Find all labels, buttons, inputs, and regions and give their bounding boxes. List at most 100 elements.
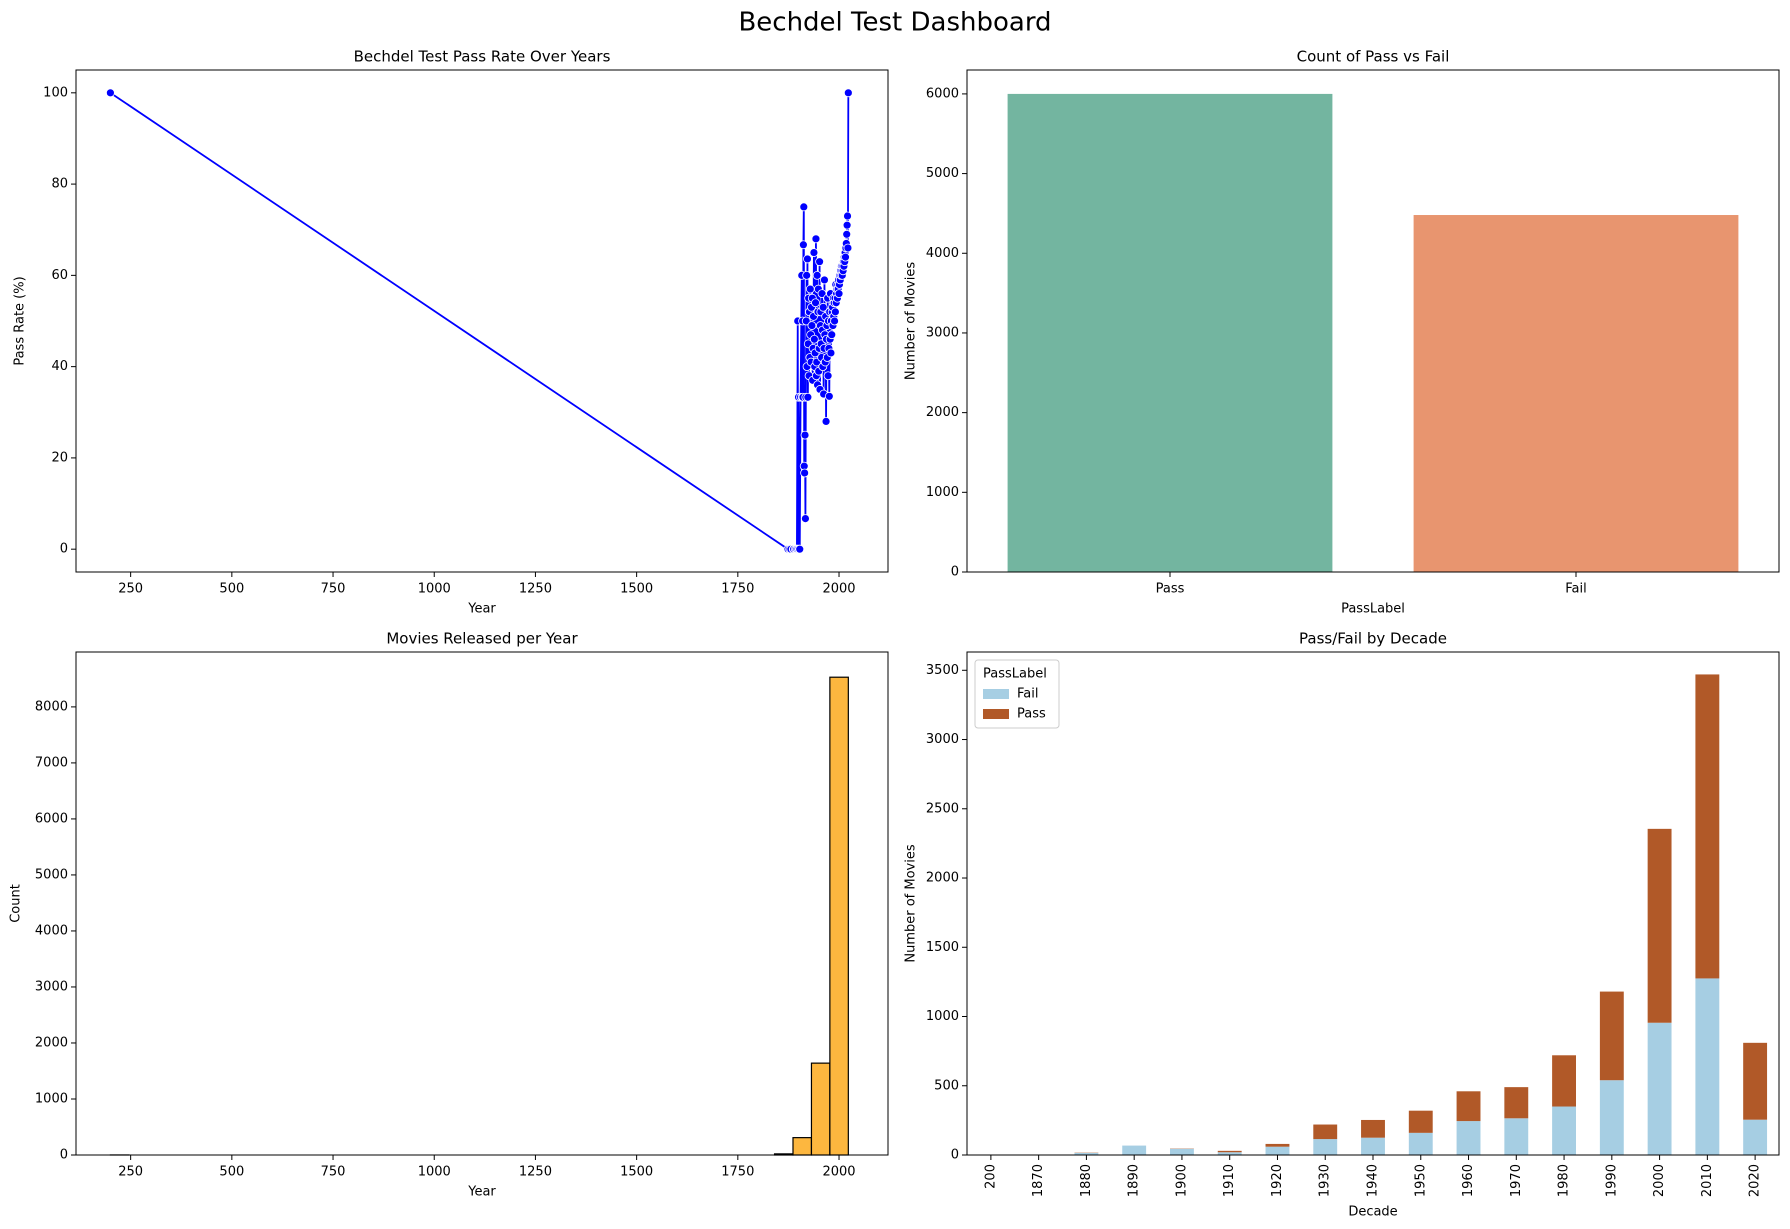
x-axis-label: Year	[467, 1185, 496, 1200]
stacked-bar	[1170, 1148, 1194, 1155]
x-tick-label: 1940	[1366, 1164, 1381, 1197]
stacked-bar	[1552, 1055, 1576, 1107]
point	[799, 202, 809, 212]
point	[807, 321, 817, 330]
point	[842, 220, 852, 230]
x-tick-label: 2000	[822, 1165, 855, 1180]
histogram-bar	[810, 1062, 831, 1156]
y-tick-label: 80	[51, 177, 68, 192]
y-tick-label: 60	[51, 268, 68, 283]
plot-frame	[75, 651, 889, 1156]
y-tick-label: 4000	[926, 246, 959, 261]
x-tick-label: 250	[118, 582, 143, 597]
y-tick-label: 6000	[35, 811, 68, 826]
x-tick-label: 1500	[620, 1165, 653, 1180]
y-tick-label: 8000	[35, 699, 68, 714]
point	[830, 316, 839, 326]
x-tick-label: 500	[219, 582, 244, 597]
point	[827, 330, 837, 340]
point	[817, 289, 827, 299]
y-tick-label: 3000	[926, 732, 959, 747]
point	[842, 229, 852, 239]
bar	[1413, 215, 1739, 572]
y-tick-label: 3500	[926, 663, 959, 678]
y-tick-label: 500	[934, 1078, 959, 1093]
y-axis-label: Number of Movies	[904, 844, 919, 962]
point	[803, 254, 812, 264]
point	[818, 302, 828, 312]
y-tick-label: 0	[60, 542, 68, 557]
stacked-bar	[1217, 1150, 1242, 1153]
chart-title: Pass/Fail by Decade	[1299, 630, 1447, 648]
stacked-bar	[1504, 1118, 1529, 1155]
stacked-bar	[1408, 1110, 1433, 1133]
point	[809, 334, 819, 344]
chart-title: Count of Pass vs Fail	[1297, 48, 1450, 66]
point	[821, 416, 831, 426]
point	[843, 88, 853, 98]
histogram-bar	[792, 1137, 813, 1156]
x-tick-label: 1250	[519, 1165, 552, 1180]
stacked-bar	[1122, 1145, 1147, 1155]
stacked-bar	[1647, 1022, 1672, 1155]
x-tick-label: 1960	[1461, 1164, 1476, 1197]
stacked-bar	[1408, 1132, 1433, 1155]
stacked-bar	[1074, 1152, 1099, 1155]
y-tick-label: 2000	[35, 1035, 68, 1050]
x-tick-label: 1750	[721, 582, 754, 597]
stacked-bar	[1552, 1106, 1576, 1155]
legend-swatch	[983, 689, 1009, 699]
y-tick-label: 5000	[926, 166, 959, 181]
x-tick-label: 750	[321, 1165, 346, 1180]
y-tick-label: 0	[951, 565, 959, 580]
x-tick-label: 1950	[1413, 1164, 1428, 1197]
point	[812, 270, 822, 280]
point	[800, 430, 810, 440]
y-tick-label: 1000	[35, 1091, 68, 1106]
y-tick-label: 6000	[926, 86, 959, 101]
stacked-bar	[1265, 1143, 1290, 1147]
chart-title: Movies Released per Year	[386, 630, 578, 648]
y-tick-label: 40	[51, 359, 68, 374]
x-tick-label: 1990	[1604, 1164, 1619, 1197]
x-tick-label: 1880	[1079, 1164, 1094, 1197]
point	[843, 211, 852, 221]
point	[841, 252, 850, 262]
stacked-bar	[1361, 1137, 1385, 1155]
x-tick-label: 1900	[1174, 1164, 1189, 1197]
y-tick-label: 0	[951, 1148, 959, 1163]
plot-frame	[75, 69, 889, 573]
x-tick-label: 1750	[721, 1165, 754, 1180]
point	[802, 270, 812, 280]
stacked-bar	[1743, 1119, 1768, 1155]
y-tick-label: 2500	[926, 801, 959, 816]
stacked-bar	[1361, 1119, 1385, 1138]
y-tick-label: 2000	[926, 405, 959, 420]
stacked-bar	[1647, 828, 1672, 1023]
x-tick-label: 1920	[1270, 1164, 1285, 1197]
point	[830, 307, 840, 317]
y-tick-label: 100	[43, 85, 68, 100]
chart-title: Bechdel Test Pass Rate Over Years	[354, 48, 611, 66]
x-tick-label: 1870	[1031, 1164, 1046, 1197]
x-tick-label: Fail	[1565, 582, 1586, 597]
y-tick-label: 4000	[35, 923, 68, 938]
point	[805, 284, 815, 294]
y-tick-label: 3000	[926, 325, 959, 340]
point	[795, 544, 805, 554]
y-tick-label: 5000	[35, 867, 68, 882]
plot-frame	[966, 651, 1780, 1156]
x-tick-label: 1930	[1318, 1164, 1333, 1197]
y-tick-label: 0	[60, 1148, 68, 1163]
point	[843, 243, 853, 253]
point	[811, 234, 821, 244]
y-tick-label: 3000	[35, 979, 68, 994]
y-tick-label: 7000	[35, 755, 68, 770]
y-axis-label: Number of Movies	[904, 262, 919, 380]
x-tick-label: 200	[983, 1164, 998, 1189]
x-tick-label: 1890	[1127, 1164, 1142, 1197]
point	[815, 257, 824, 267]
y-tick-label: 1000	[926, 485, 959, 500]
x-axis-label: Year	[467, 602, 496, 617]
y-tick-label: 1500	[926, 940, 959, 955]
